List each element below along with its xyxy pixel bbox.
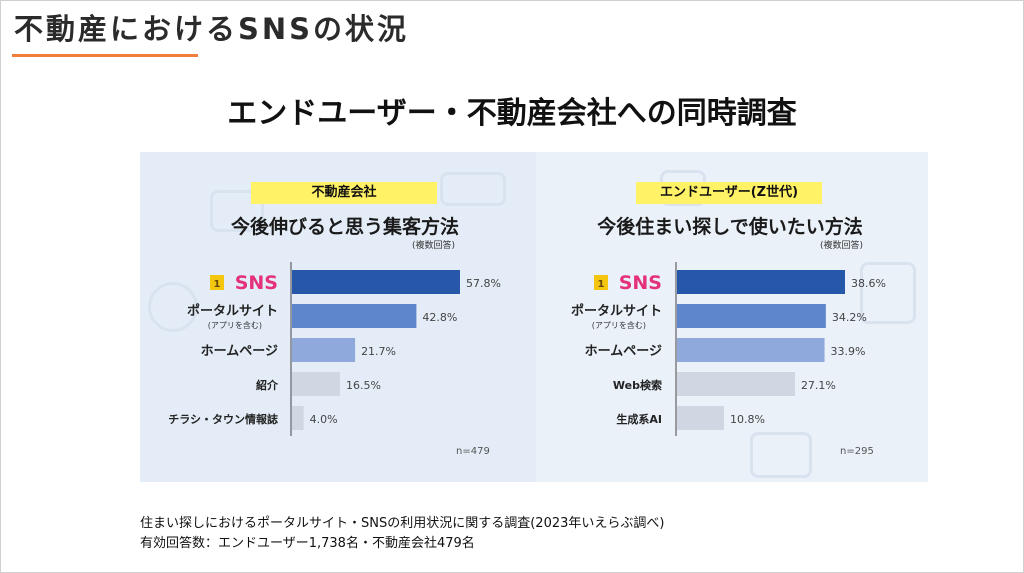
right-bar-2 [677, 338, 825, 362]
left-category-label-3: 紹介 [256, 378, 279, 392]
left-value-label-4: 4.0% [310, 413, 338, 426]
left-value-label-3: 16.5% [346, 379, 381, 392]
right-value-label-4: 10.8% [730, 413, 765, 426]
left-bar-3 [292, 372, 340, 396]
left-rank-crown-icon [210, 275, 224, 290]
left-sample-size: n=479 [456, 446, 490, 457]
left-category-label-1: ポータルサイト [187, 303, 278, 319]
chat-decoration-icon [440, 172, 506, 206]
right-bar-4 [677, 406, 725, 430]
document-decoration-icon [750, 432, 812, 478]
right-value-label-2: 33.9% [831, 345, 866, 358]
left-chart-note: (複数回答) [412, 241, 456, 251]
right-value-label-3: 27.1% [801, 379, 836, 392]
right-category-label-3: Web検索 [613, 378, 662, 392]
right-category-label-2: ホームページ [585, 344, 662, 359]
left-category-label-2: ホームページ [201, 344, 278, 359]
right-bar-1 [677, 304, 826, 328]
main-heading: エンドユーザー・不動産会社への同時調査 [227, 96, 797, 131]
bar-charts: 57.8%SNS142.8%ポータルサイト(アプリを含む)21.7%ホームページ… [168, 262, 886, 457]
right-bar-3 [677, 372, 795, 396]
left-category-label-0: SNS [235, 272, 278, 294]
building-decoration-icon [860, 262, 916, 324]
page-title: 不動産におけるSNSの状況 [14, 12, 410, 46]
source-footer: 住まい探しにおけるポータルサイト・SNSの利用状況に関する調査(2023年いえら… [140, 514, 664, 554]
left-bar-0 [292, 270, 460, 294]
right-category-note-1: (アプリを含む) [592, 320, 646, 330]
left-chart-title: 今後伸びると思う集客方法 [230, 216, 459, 238]
right-rank-crown-icon [594, 275, 608, 290]
right-rank-badge: 1 [598, 279, 605, 290]
right-chart-title: 今後住まい探しで使いたい方法 [597, 216, 863, 238]
right-bar-0 [677, 270, 845, 294]
right-category-label-1: ポータルサイト [571, 303, 662, 319]
title-underline [12, 54, 198, 57]
left-bar-4 [292, 406, 304, 430]
right-sample-size: n=295 [840, 446, 874, 457]
right-category-label-0: SNS [619, 272, 662, 294]
left-chart-tag: 不動産会社 [251, 182, 437, 204]
left-value-label-1: 42.8% [422, 311, 457, 324]
source-line: 住まい探しにおけるポータルサイト・SNSの利用状況に関する調査(2023年いえら… [140, 516, 665, 531]
respondents-line: 有効回答数：エンドユーザー1,738名・不動産会社479名 [140, 536, 475, 551]
right-value-label-0: 38.6% [851, 277, 886, 290]
chart-panel: 不動産会社 今後伸びると思う集客方法 (複数回答) エンドユーザー(Z世代) 今… [140, 152, 928, 482]
right-chart-note: (複数回答) [820, 241, 864, 251]
left-bar-1 [292, 304, 417, 328]
left-category-note-1: (アプリを含む) [208, 320, 262, 330]
right-chart-tag: エンドユーザー(Z世代) [636, 182, 822, 204]
right-category-label-4: 生成系AI [616, 412, 662, 426]
left-bar-2 [292, 338, 356, 362]
left-value-label-0: 57.8% [466, 277, 501, 290]
camera-decoration-icon [210, 190, 264, 232]
left-category-label-4: チラシ・タウン情報誌 [168, 412, 278, 426]
right-value-label-1: 34.2% [832, 311, 867, 324]
left-rank-badge: 1 [214, 279, 221, 290]
globe-decoration-icon [148, 282, 198, 332]
left-value-label-2: 21.7% [361, 345, 396, 358]
